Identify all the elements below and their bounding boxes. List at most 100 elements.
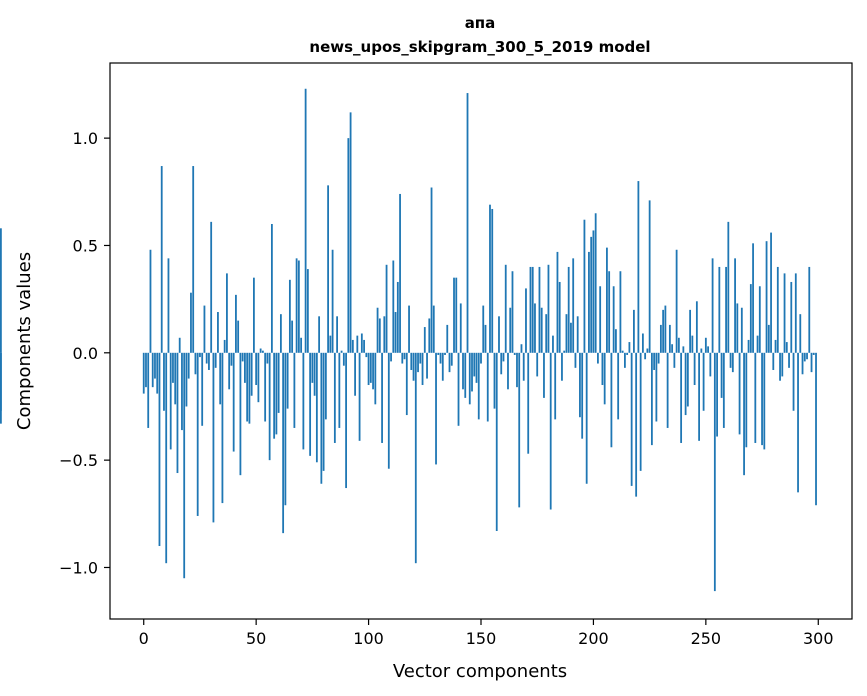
bar — [633, 309, 635, 353]
bar — [383, 316, 386, 353]
bar — [597, 352, 599, 364]
x-tick-label: 0 — [139, 629, 149, 648]
bar — [776, 266, 779, 353]
bar — [558, 281, 561, 353]
bar — [583, 219, 586, 353]
bar — [648, 200, 651, 353]
bar — [163, 352, 165, 411]
bar — [702, 352, 705, 411]
x-axis-ticks: 0 50 100 150 200 250 300 — [139, 619, 834, 648]
bar — [563, 350, 566, 353]
bar — [482, 305, 485, 353]
bar — [360, 333, 363, 353]
bar — [372, 352, 374, 390]
bar — [720, 352, 723, 398]
bar — [403, 352, 406, 360]
bar — [680, 352, 683, 443]
bar — [412, 352, 415, 381]
bar — [217, 312, 219, 353]
bar — [567, 266, 570, 353]
bar — [657, 352, 660, 364]
bar — [338, 352, 341, 428]
bar — [356, 335, 359, 353]
bar — [754, 352, 757, 443]
bar — [363, 339, 365, 353]
bar — [561, 352, 563, 381]
bar — [716, 352, 718, 437]
bar — [212, 352, 215, 523]
bar — [522, 352, 525, 381]
bar — [615, 329, 617, 353]
bar — [756, 335, 759, 353]
bar — [396, 281, 399, 353]
x-axis-label: Vector components — [393, 661, 567, 682]
bar — [779, 352, 781, 381]
bar — [538, 266, 541, 353]
bar — [336, 316, 338, 353]
bar — [302, 352, 305, 450]
bar — [462, 352, 464, 390]
bar — [284, 352, 287, 506]
bar — [500, 352, 503, 375]
bar — [785, 342, 788, 353]
bar — [650, 352, 653, 446]
bar — [752, 243, 754, 353]
x-tick-label: 250 — [691, 629, 722, 648]
bar — [525, 288, 527, 353]
bar — [167, 258, 170, 353]
bar — [727, 221, 730, 353]
bar — [788, 352, 790, 368]
bar — [743, 352, 745, 476]
bar — [698, 352, 700, 441]
bar — [689, 309, 692, 353]
bar — [763, 352, 766, 450]
bar — [459, 303, 462, 353]
bar — [659, 324, 662, 353]
bar — [475, 352, 478, 383]
bar — [426, 352, 428, 379]
bar — [552, 335, 554, 353]
bar — [149, 249, 152, 353]
bar — [250, 352, 253, 396]
bar — [145, 352, 147, 388]
bar — [444, 352, 446, 355]
bar — [446, 324, 449, 353]
bar — [603, 352, 606, 405]
bar — [190, 292, 192, 353]
bar — [498, 316, 500, 353]
bar — [331, 249, 334, 353]
bar — [673, 352, 676, 368]
bar — [617, 352, 620, 420]
bar — [693, 352, 696, 386]
x-tick-label: 100 — [353, 629, 384, 648]
bar — [172, 352, 174, 383]
bar — [282, 352, 285, 534]
bar — [531, 266, 534, 353]
bar — [619, 271, 622, 353]
bar — [369, 352, 372, 383]
bar — [707, 346, 709, 353]
bar — [226, 273, 228, 353]
bar — [684, 352, 687, 416]
bar — [430, 187, 433, 353]
bar — [574, 352, 577, 368]
bar — [304, 88, 307, 353]
bar — [208, 352, 210, 370]
bar — [437, 352, 440, 355]
bar — [576, 316, 579, 353]
bar — [183, 352, 186, 579]
bar — [781, 352, 784, 377]
y-tick-label: −1.0 — [59, 558, 98, 577]
bar — [401, 352, 404, 364]
bar — [347, 138, 350, 353]
bar — [435, 352, 437, 465]
bar — [165, 352, 168, 564]
bar — [354, 352, 356, 396]
bar — [205, 352, 208, 364]
bar — [545, 314, 548, 353]
bar — [725, 266, 727, 353]
bar — [806, 352, 808, 360]
bar — [333, 352, 336, 443]
bar — [178, 337, 181, 353]
bar — [511, 271, 514, 353]
